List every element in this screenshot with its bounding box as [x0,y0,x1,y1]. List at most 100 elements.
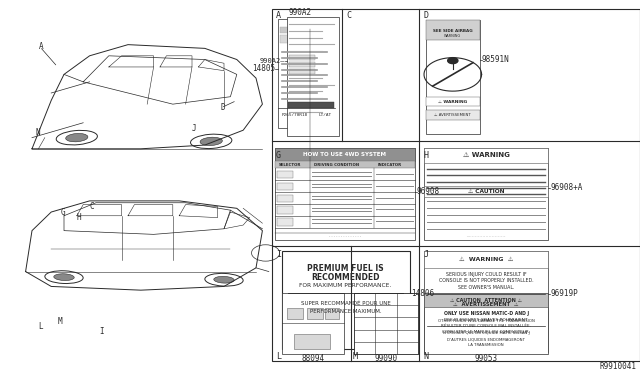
Text: PREMIUM FUEL IS: PREMIUM FUEL IS [307,264,384,273]
Bar [282,251,410,349]
Bar [426,110,480,120]
Text: ⚠  AVERTISSEMENT  ⚠: ⚠ AVERTISSEMENT ⚠ [453,302,519,307]
Bar [275,148,415,161]
Bar [278,19,335,128]
Text: SEE OWNER'S MANUAL.: SEE OWNER'S MANUAL. [458,285,515,290]
Text: 96919P: 96919P [550,289,578,298]
Bar [288,102,334,108]
Bar [426,20,480,134]
Text: N: N [35,128,40,137]
Text: ⚠ WARNING: ⚠ WARNING [463,152,509,158]
Bar [277,183,293,190]
Bar [289,69,316,74]
Text: N: N [423,352,428,361]
Text: 98591N: 98591N [482,55,509,64]
Bar [287,308,303,319]
Text: SELECTOR: SELECTOR [278,163,301,167]
Text: A: A [276,11,281,20]
Text: L: L [276,352,281,361]
Text: H: H [77,213,81,222]
Text: CONSULTER LE MANUEL DU CONDUCTEUR.: CONSULTER LE MANUEL DU CONDUCTEUR. [442,330,530,334]
Ellipse shape [66,134,88,142]
Bar [424,251,548,352]
Text: 14805: 14805 [252,64,275,73]
Bar [289,55,316,60]
Bar [426,20,480,40]
Text: ONLY USE NISSAN MATIC-D AND J: ONLY USE NISSAN MATIC-D AND J [444,311,529,317]
Text: 990A2: 990A2 [289,8,312,17]
Bar [424,186,548,197]
Text: LA TRANSMISSION: LA TRANSMISSION [468,343,504,347]
Bar [289,62,316,67]
Text: C: C [346,11,351,20]
Ellipse shape [214,276,234,283]
Text: OTHER FLUIDS WILL DAMAGE THE TRANSMISSION: OTHER FLUIDS WILL DAMAGE THE TRANSMISSIO… [438,319,534,323]
Text: 96908+A: 96908+A [550,183,583,192]
Text: 96908: 96908 [417,187,440,196]
Bar [280,35,333,43]
Text: 99090: 99090 [374,354,397,363]
Bar [275,148,415,240]
Text: 88094: 88094 [301,354,324,363]
Text: LT/AT: LT/AT [318,113,332,116]
Bar [424,297,548,311]
Text: ⚠ WARNING: ⚠ WARNING [438,100,467,103]
Text: FOR MAXIMUM PERFORMANCE.: FOR MAXIMUM PERFORMANCE. [300,283,392,288]
Text: D: D [221,103,225,112]
Ellipse shape [54,274,74,280]
Bar [280,27,333,33]
Ellipse shape [200,137,222,145]
Text: D: D [423,11,428,20]
Text: I: I [276,250,281,259]
Text: ⚠  WARNING  ⚠: ⚠ WARNING ⚠ [459,257,513,262]
Text: J: J [192,124,196,133]
Bar [307,308,323,319]
Bar [287,17,339,136]
Text: WARNING: WARNING [444,34,461,38]
Bar [272,9,640,361]
Text: 99053: 99053 [474,354,498,363]
Text: M: M [58,317,62,326]
Text: L: L [38,322,43,331]
Bar [325,308,339,319]
Text: DRIVING CONDITION: DRIVING CONDITION [314,163,359,167]
Bar [294,334,330,349]
Bar [424,251,548,268]
Bar [277,195,293,202]
Text: - - - - - - - - - - - - - -: - - - - - - - - - - - - - - [329,234,361,238]
Text: 14806: 14806 [412,289,435,298]
Text: P265/70R18: P265/70R18 [282,113,308,116]
Bar [282,293,344,354]
Text: G: G [276,151,281,160]
Text: ⚠ AVERTISSEMENT: ⚠ AVERTISSEMENT [435,113,471,117]
Bar [426,97,480,106]
Text: DES BLESSURES GRAVES POURRAIENT: DES BLESSURES GRAVES POURRAIENT [444,318,528,322]
Bar [424,293,548,307]
Text: SEE SIDE AIRBAG: SEE SIDE AIRBAG [433,29,472,33]
Bar [424,148,548,240]
Bar [424,293,548,354]
Bar [354,293,418,354]
Bar [424,148,548,163]
Text: M: M [353,352,358,361]
Text: RECOMMENDED: RECOMMENDED [311,273,380,282]
Bar [277,218,293,226]
Text: CONSOLE IS NOT PROPERLY INSTALLED.: CONSOLE IS NOT PROPERLY INSTALLED. [439,278,533,283]
Text: ⚠ CAUTION: ⚠ CAUTION [468,189,504,194]
Text: D'AUTRES LIQUIDES ENDOMMAGERONT: D'AUTRES LIQUIDES ENDOMMAGERONT [447,337,525,341]
Bar [275,161,415,168]
Text: 990A2–: 990A2– [259,58,285,64]
Text: HOW TO USE 4WD SYSTEM: HOW TO USE 4WD SYSTEM [303,152,387,157]
Bar [277,171,293,178]
Bar [277,206,293,214]
Text: N'UTILISER QUE DU LIQUIDE MATIC NISSAN J: N'UTILISER QUE DU LIQUIDE MATIC NISSAN J [443,331,529,335]
Text: INDICATOR: INDICATOR [378,163,402,167]
Text: RÉSULTER D'UNE CONSOLE MAL INSTALLÉE.: RÉSULTER D'UNE CONSOLE MAL INSTALLÉE. [441,324,531,328]
Text: C: C [90,202,94,211]
Text: SERIOUS INJURY COULD RESULT IF: SERIOUS INJURY COULD RESULT IF [446,272,526,277]
Text: H: H [423,151,428,160]
Text: _ _ _ _ _ _ _ _ _ _ _ _ _ _: _ _ _ _ _ _ _ _ _ _ _ _ _ _ [467,232,506,236]
Circle shape [448,58,458,64]
Text: J: J [423,250,428,259]
Text: R9910041: R9910041 [600,362,637,371]
